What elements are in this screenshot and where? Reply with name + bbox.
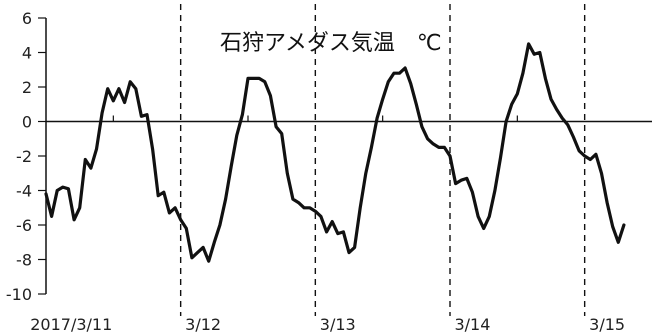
x-date-label: 3/15: [589, 315, 625, 332]
series-layer: [44, 42, 626, 263]
x-date-label: 3/13: [320, 315, 356, 332]
y-tick-label: -6: [16, 216, 32, 235]
x-date-label: 3/12: [185, 315, 221, 332]
date-label-layer: 2017/3/11 3/12 3/13 3/14 3/15: [30, 315, 625, 332]
y-tick-label: 6: [22, 9, 32, 28]
y-tick-label: -8: [16, 251, 32, 270]
y-tick-label: -4: [16, 182, 32, 201]
y-tick-label: -2: [16, 147, 32, 166]
x-date-label: 2017/3/11: [30, 315, 112, 332]
temperature-series-line: [44, 42, 626, 263]
y-tick-label: 4: [22, 44, 32, 63]
y-tick-label: -10: [6, 285, 32, 304]
chart-title: 石狩アメダス気温 ℃: [220, 31, 442, 56]
x-date-label: 3/14: [454, 315, 490, 332]
y-tick-label: 0: [22, 113, 32, 132]
y-tick-label: 2: [22, 78, 32, 97]
